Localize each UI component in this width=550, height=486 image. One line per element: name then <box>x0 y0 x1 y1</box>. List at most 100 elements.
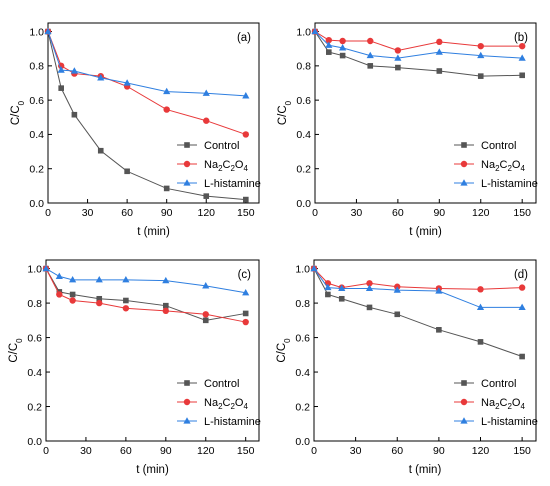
y-tick-label: 0.6 <box>27 332 42 344</box>
x-tick-label: 150 <box>237 207 255 219</box>
series-line <box>313 268 523 358</box>
legend-label-part: C <box>500 159 508 171</box>
y-axis-label: C/C0 <box>8 338 24 363</box>
data-point <box>122 276 130 283</box>
y-tick-label: 0.0 <box>296 198 311 210</box>
data-point <box>69 291 76 298</box>
legend-label-part: C <box>223 397 231 409</box>
y-tick-label: 0.8 <box>27 298 42 310</box>
y-axis-label: C/C0 <box>276 338 292 363</box>
series-line <box>313 268 523 290</box>
legend-label: Control <box>481 140 516 152</box>
data-point <box>338 284 346 292</box>
y-tick-label: 1.0 <box>27 263 42 275</box>
data-point <box>58 85 64 91</box>
series-1 <box>45 28 249 203</box>
x-tick-label: 150 <box>513 207 531 219</box>
series-2 <box>44 28 250 138</box>
data-point <box>163 87 171 95</box>
data-point <box>203 117 210 124</box>
data-point <box>122 305 130 312</box>
data-point <box>518 303 526 311</box>
legend-label: L-histamine <box>481 178 538 190</box>
x-tick-label: 60 <box>391 445 403 457</box>
data-point <box>518 284 526 291</box>
data-point <box>202 311 209 318</box>
data-point <box>366 280 373 287</box>
data-point <box>338 295 345 302</box>
legend-label-part: O <box>235 159 244 171</box>
legend-label-part: Na <box>481 159 496 171</box>
data-point <box>393 286 401 293</box>
data-point <box>123 297 129 304</box>
data-point <box>477 42 484 50</box>
panel-label: (c) <box>238 269 252 281</box>
y-tick-label: 1.0 <box>296 26 311 38</box>
x-tick-label: 90 <box>433 445 445 457</box>
y-tick-label: 0.8 <box>29 61 44 73</box>
data-point <box>97 74 105 81</box>
legend-label-subscript: 2 <box>218 164 223 173</box>
series-line <box>314 31 523 59</box>
data-point <box>69 297 76 304</box>
x-tick-label: 0 <box>43 445 49 457</box>
y-tick-label: 0.8 <box>295 298 310 310</box>
legend-label-part: O <box>512 159 521 171</box>
series-line <box>314 31 523 77</box>
data-point <box>310 264 318 272</box>
legend-marker <box>460 179 468 186</box>
legend-marker <box>460 417 468 424</box>
data-point <box>366 304 373 311</box>
x-tick-label: 30 <box>350 445 362 457</box>
x-tick-label: 120 <box>472 207 490 219</box>
y-tick-label: 0.0 <box>27 436 42 448</box>
data-point <box>325 41 333 48</box>
data-point <box>163 106 170 113</box>
legend-marker <box>460 398 468 406</box>
legend-label-subscript: 2 <box>218 402 223 411</box>
data-point <box>367 63 374 69</box>
legend-label: L-histamine <box>204 178 261 190</box>
legend-label-subscript: 4 <box>243 164 248 173</box>
x-tick-label: 0 <box>312 207 318 219</box>
data-point <box>162 307 170 315</box>
x-tick-label: 150 <box>513 445 531 457</box>
data-point <box>242 318 249 326</box>
y-tick-label: 0.2 <box>27 401 42 413</box>
plot-frame <box>45 259 260 442</box>
legend-label-subscript: 2 <box>230 402 235 411</box>
data-point <box>477 51 485 59</box>
plot-frame <box>313 259 537 442</box>
y-tick-label: 1.0 <box>29 26 44 38</box>
series-line <box>45 268 246 321</box>
data-point <box>325 36 333 44</box>
y-tick-label: 0.4 <box>27 367 42 379</box>
data-point <box>367 37 374 45</box>
data-point <box>477 339 484 345</box>
legend-marker <box>183 417 191 424</box>
chart-panel-1: 0 30 60 90 120 150 0.0 0.2 0.4 0.6 0.8 1.0 t (min) C/… <box>10 22 261 238</box>
legend-label-part: C <box>223 159 231 171</box>
series-line <box>45 268 246 294</box>
series-line <box>314 31 523 51</box>
y-tick-label: 0.4 <box>29 129 44 141</box>
legend-label: Na2C2O4 <box>204 397 248 411</box>
x-tick-label: 60 <box>392 207 404 219</box>
data-point <box>202 89 210 96</box>
data-point <box>202 317 209 324</box>
chart-panel-4: 0 30 60 90 120 150 0.0 0.2 0.4 0.6 0.8 1.0 t (min) C/… <box>276 259 538 476</box>
x-tick-label: 0 <box>45 207 51 219</box>
data-point <box>71 111 78 118</box>
legend-label-subscript: 4 <box>520 164 525 173</box>
data-point <box>339 52 346 59</box>
y-tick-label: 1.0 <box>295 263 310 275</box>
x-axis-label: t (min) <box>409 464 442 476</box>
legend-label-part: C <box>500 397 508 409</box>
data-point <box>394 47 402 54</box>
data-point <box>366 51 374 59</box>
data-point <box>339 44 347 51</box>
y-tick-label: 0.4 <box>296 129 311 141</box>
